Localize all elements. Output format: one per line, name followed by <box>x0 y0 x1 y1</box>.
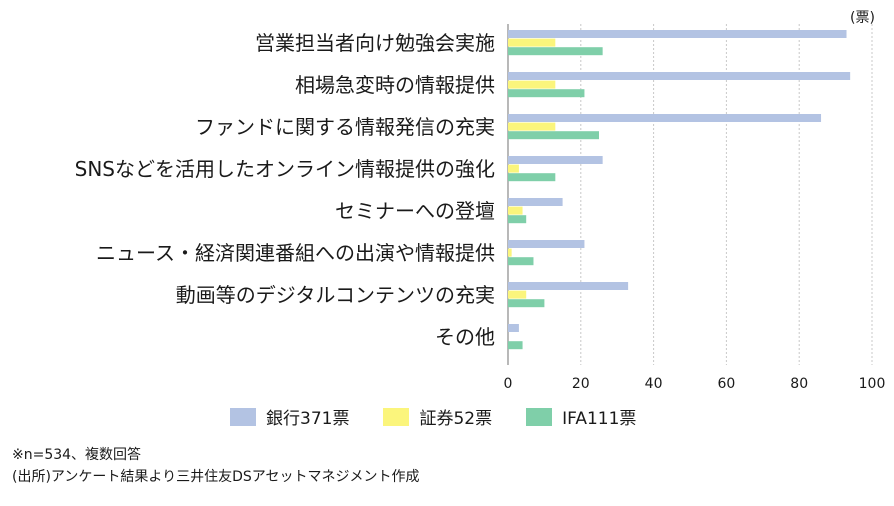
bar <box>508 80 556 89</box>
legend-item-bank: 銀行371票 <box>230 404 349 429</box>
category-label: セミナーへの登壇 <box>335 199 495 223</box>
legend: 銀行371票 証券52票 IFA111票 <box>230 404 636 429</box>
bar <box>508 299 545 308</box>
unit-label: (票) <box>850 10 875 26</box>
category-label: ニュース・経済関連番組への出演や情報提供 <box>96 241 495 265</box>
bar <box>508 131 599 140</box>
legend-label-ifa: IFA111票 <box>562 409 637 429</box>
bar <box>508 89 585 98</box>
bar <box>508 164 519 173</box>
bar <box>508 114 822 122</box>
grid-lines <box>507 24 873 365</box>
category-label: SNSなどを活用したオンライン情報提供の強化 <box>75 157 495 181</box>
note-sample: ※n=534、複数回答 <box>12 447 142 463</box>
x-tick-label: 100 <box>859 376 886 392</box>
bar <box>508 173 556 182</box>
bar <box>508 38 556 47</box>
x-tick-label: 20 <box>572 376 590 392</box>
category-label: 動画等のデジタルコンテンツの充実 <box>176 283 495 307</box>
bar <box>508 282 629 290</box>
bar <box>508 215 527 224</box>
x-tick-label: 80 <box>790 376 808 392</box>
bar <box>508 257 534 266</box>
legend-item-securities: 証券52票 <box>383 404 492 429</box>
category-label: 相場急変時の情報提供 <box>295 73 495 97</box>
bar <box>508 324 519 332</box>
legend-swatch-bank <box>230 407 256 426</box>
legend-item-ifa: IFA111票 <box>526 404 636 429</box>
x-tick-label: 40 <box>645 376 663 392</box>
legend-swatch-securities <box>383 407 410 426</box>
bar <box>508 122 556 131</box>
x-tick-label: 60 <box>717 376 735 392</box>
bar <box>508 30 847 38</box>
bar <box>508 240 585 248</box>
category-label: その他 <box>435 325 495 349</box>
bar <box>508 72 851 80</box>
category-label: ファンドに関する情報発信の充実 <box>195 115 495 139</box>
bar <box>508 206 523 215</box>
bar <box>508 156 603 164</box>
legend-label-bank: 銀行371票 <box>266 409 350 429</box>
bar <box>508 248 512 257</box>
category-label: 営業担当者向け勉強会実施 <box>255 31 495 55</box>
bars <box>508 30 851 350</box>
legend-swatch-ifa <box>526 407 553 426</box>
legend-label-securities: 証券52票 <box>419 409 493 429</box>
bar <box>508 198 563 206</box>
note-source: (出所)アンケート結果より三井住友DSアセットマネジメント作成 <box>12 469 420 485</box>
bar <box>508 47 603 56</box>
notes: ※n=534、複数回答 (出所)アンケート結果より三井住友DSアセットマネジメン… <box>12 444 419 488</box>
bar <box>508 290 527 299</box>
bar <box>508 341 523 350</box>
x-tick-labels: 0 20 40 60 80 100 <box>504 376 886 392</box>
x-tick-label: 0 <box>504 376 513 392</box>
